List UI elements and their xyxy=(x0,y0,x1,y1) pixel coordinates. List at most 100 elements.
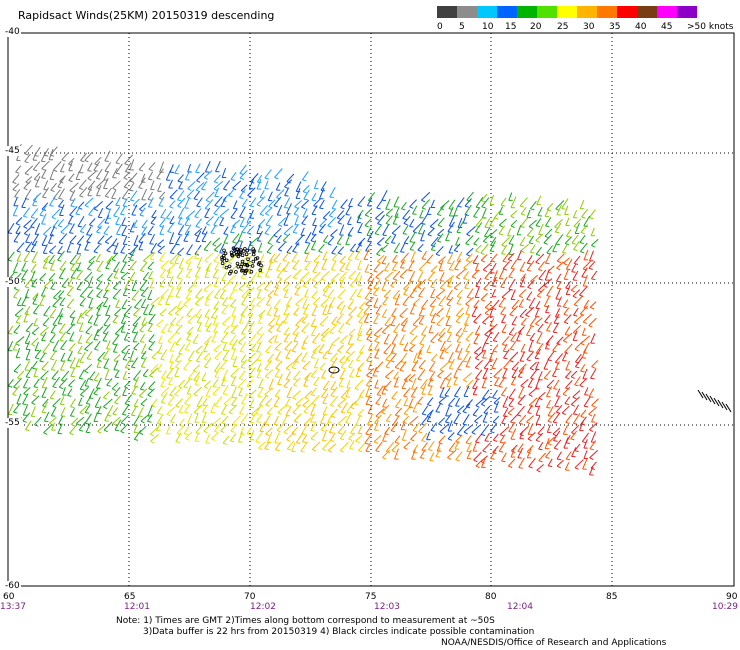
wind-barb xyxy=(563,437,569,449)
wind-barb xyxy=(141,226,148,235)
wind-barb xyxy=(501,244,508,254)
wind-barb xyxy=(447,449,457,458)
wind-barb xyxy=(67,351,73,361)
wind-barb xyxy=(214,422,221,432)
wind-barb xyxy=(230,208,238,218)
wind-barb-flag xyxy=(329,331,334,335)
contamination-circle xyxy=(236,251,241,255)
wind-barb-flag xyxy=(373,287,378,290)
wind-barb xyxy=(24,153,31,162)
wind-barb xyxy=(157,363,163,372)
contamination-circle xyxy=(235,247,239,252)
wind-barb xyxy=(148,340,156,350)
wind-barb xyxy=(284,187,290,196)
wind-barb-flag xyxy=(313,285,318,289)
wind-barb xyxy=(574,376,581,386)
wind-barb xyxy=(139,388,148,397)
wind-barb xyxy=(301,199,310,208)
wind-barb-flag xyxy=(382,316,387,318)
wind-barb xyxy=(183,230,190,242)
wind-barb xyxy=(285,348,292,359)
wind-barb xyxy=(285,296,293,307)
wind-barb-flag xyxy=(284,333,289,336)
wind-barb xyxy=(448,245,453,254)
wind-barb xyxy=(184,170,190,180)
wind-barb xyxy=(529,361,537,369)
wind-barb xyxy=(213,174,221,183)
contamination-circle xyxy=(220,255,224,260)
contamination-circle xyxy=(229,250,234,255)
wind-barb xyxy=(588,209,596,218)
wind-barb xyxy=(187,350,195,361)
wind-barb-flag xyxy=(125,367,130,369)
wind-barb xyxy=(15,314,22,323)
wind-barb-flag xyxy=(214,431,219,433)
wind-barb xyxy=(59,331,67,341)
wind-barb xyxy=(24,165,34,174)
wind-barb xyxy=(484,333,491,344)
wind-barb-flag xyxy=(438,304,443,307)
wind-barb xyxy=(22,378,29,388)
wind-barb xyxy=(43,180,49,190)
wind-barb-flag xyxy=(231,348,236,350)
wind-barb-flag xyxy=(52,405,57,409)
wind-barb-flag xyxy=(139,208,144,212)
wind-barb xyxy=(25,233,31,243)
wind-barb xyxy=(273,397,280,407)
wind-barb-flag xyxy=(463,379,468,383)
wind-barb xyxy=(58,233,68,243)
wind-barb xyxy=(214,288,222,298)
wind-barb xyxy=(348,306,358,316)
wind-barb xyxy=(463,314,471,326)
wind-barb-flag xyxy=(301,321,306,324)
wind-barb-flag xyxy=(12,393,17,396)
wind-barb-flag xyxy=(148,388,153,391)
wind-barb xyxy=(508,192,513,201)
wind-barb xyxy=(482,234,491,242)
wind-barb-flag xyxy=(141,366,146,368)
wind-barb xyxy=(357,362,365,370)
wind-barb xyxy=(417,349,422,359)
wind-barb xyxy=(365,385,371,397)
wind-barb-flag xyxy=(449,269,454,271)
wind-barb xyxy=(564,205,569,215)
wind-barb-flag xyxy=(331,415,336,418)
contamination-circle xyxy=(234,270,238,274)
wind-barb-flag xyxy=(347,234,353,237)
wind-barb xyxy=(490,449,497,459)
wind-barb-flag xyxy=(418,269,424,272)
wind-barb xyxy=(419,334,427,345)
wind-barb xyxy=(123,178,132,188)
wind-barb xyxy=(454,258,461,270)
wind-barb xyxy=(322,234,329,242)
wind-barb xyxy=(367,230,374,242)
wind-barb xyxy=(439,347,446,359)
wind-barb-flag xyxy=(129,189,134,192)
wind-barb xyxy=(456,332,464,342)
wind-barb-flag xyxy=(330,404,335,407)
wind-barb-flag xyxy=(86,234,91,236)
wind-barb xyxy=(33,172,41,180)
wind-barb xyxy=(527,423,534,435)
wind-barb xyxy=(403,342,409,351)
wind-barb xyxy=(519,276,526,287)
wind-barb-flag xyxy=(213,349,218,353)
wind-barb xyxy=(526,326,532,336)
wind-barb-flag xyxy=(157,303,163,306)
wind-barb-flag xyxy=(49,341,54,344)
wind-barb xyxy=(248,367,256,377)
wind-barb xyxy=(517,447,524,459)
wind-barb-flag xyxy=(103,406,108,410)
wind-barb-flag xyxy=(246,385,252,388)
wind-barb-flag xyxy=(348,438,353,442)
wind-barb xyxy=(84,241,90,251)
wind-barb-flag xyxy=(300,450,305,453)
wind-barb-flag xyxy=(510,348,515,351)
wind-barb-flag xyxy=(385,366,390,369)
contamination-circle xyxy=(256,262,261,266)
wind-barb-flag xyxy=(520,213,526,216)
wind-barb xyxy=(79,405,88,413)
wind-barb xyxy=(583,249,589,261)
wind-barb xyxy=(102,350,109,359)
wind-barb xyxy=(23,226,33,234)
